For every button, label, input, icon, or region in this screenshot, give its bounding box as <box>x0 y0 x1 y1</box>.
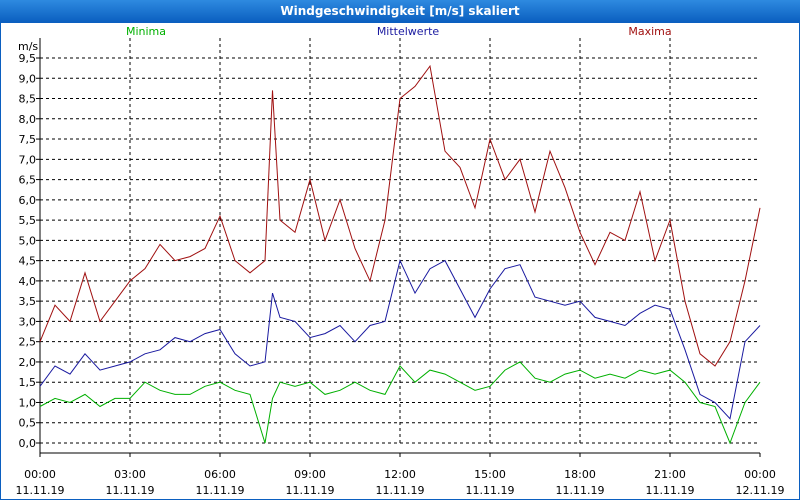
legend-mittelwerte: Mittelwerte <box>377 25 440 38</box>
y-tick-label: 0,5 <box>19 417 37 430</box>
y-tick-label: 8,5 <box>19 93 37 106</box>
x-tick-time: 00:00 <box>24 468 56 481</box>
x-tick-date: 11.11.19 <box>286 484 335 497</box>
y-tick-label: 3,5 <box>19 295 37 308</box>
x-tick-time: 15:00 <box>474 468 506 481</box>
x-tick-date: 11.11.19 <box>376 484 425 497</box>
y-tick-label: 9,0 <box>19 72 37 85</box>
y-tick-label: 9,5 <box>19 52 37 65</box>
y-tick-labels: 0,0 0,5 1,0 1,5 2,0 2,5 3,0 3,5 4,0 4,5 5,0 5,5 6,0 6… <box>19 52 37 450</box>
x-tick-labels: 00:00 11.11.19 03:00 11.11.19 06:00 11.11.19 0… <box>16 468 785 497</box>
y-tick-label: 2,0 <box>19 356 37 369</box>
chart-title: Windgeschwindigkeit [m/s] skaliert <box>0 0 800 22</box>
legend-maxima: Maxima <box>628 25 671 38</box>
x-tick-date: 11.11.19 <box>106 484 155 497</box>
x-tick-date: 11.11.19 <box>646 484 695 497</box>
series-maxima-line <box>39 64 761 367</box>
y-tick-label: 4,5 <box>19 255 37 268</box>
legend: Minima Mittelwerte Maxima <box>126 25 672 38</box>
y-tick-label: 1,5 <box>19 376 37 389</box>
x-tick-time: 18:00 <box>564 468 596 481</box>
y-tick-label: 4,0 <box>19 275 37 288</box>
series-mittelwerte-line <box>39 259 761 420</box>
x-tick-date: 12.11.19 <box>736 484 785 497</box>
y-tick-label: 8,0 <box>19 113 37 126</box>
x-tick-time: 03:00 <box>114 468 146 481</box>
y-tick-label: 0,0 <box>19 437 37 450</box>
grid-lines <box>40 38 760 444</box>
x-tick-time: 12:00 <box>384 468 416 481</box>
y-tick-label: 6,5 <box>19 174 37 187</box>
x-tick-date: 11.11.19 <box>196 484 245 497</box>
y-tick-label: 7,0 <box>19 153 37 166</box>
x-tick-date: 11.11.19 <box>16 484 65 497</box>
x-tick-date: 11.11.19 <box>556 484 605 497</box>
x-tick-time: 00:00 <box>744 468 776 481</box>
y-tick-label: 3,0 <box>19 315 37 328</box>
y-tick-label: 6,0 <box>19 194 37 207</box>
x-tick-time: 06:00 <box>204 468 236 481</box>
x-tick-date: 11.11.19 <box>466 484 515 497</box>
y-tick-label: 1,0 <box>19 396 37 409</box>
axes <box>36 38 761 457</box>
y-tick-label: 5,0 <box>19 234 37 247</box>
legend-minima: Minima <box>126 25 166 38</box>
y-tick-label: 2,5 <box>19 336 37 349</box>
series-minima-line <box>39 361 761 445</box>
y-axis-unit-label: m/s <box>18 40 38 53</box>
x-tick-time: 21:00 <box>654 468 686 481</box>
y-tick-label: 7,5 <box>19 133 37 146</box>
x-tick-time: 09:00 <box>294 468 326 481</box>
y-tick-label: 5,5 <box>19 214 37 227</box>
series-lines <box>39 64 761 445</box>
